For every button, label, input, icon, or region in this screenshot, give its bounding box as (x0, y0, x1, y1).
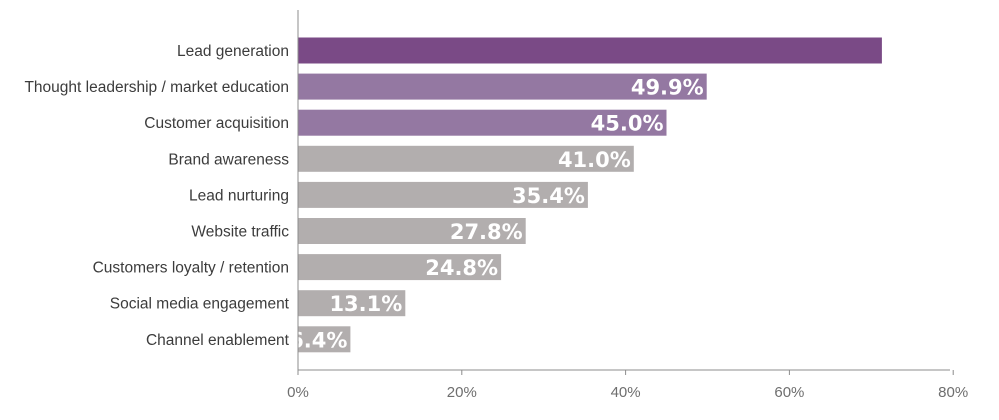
category-label: Channel enablement (146, 332, 290, 349)
category-label: Customer acquisition (144, 115, 289, 132)
category-label: Lead generation (177, 43, 289, 60)
x-ticks-group: 0% 20% 40% 60% 80% (287, 370, 968, 401)
value-label: 24.8% (425, 256, 498, 280)
value-label: 41.0% (558, 148, 631, 172)
value-label: 45.0% (591, 112, 664, 136)
category-label: Social media engagement (110, 296, 290, 313)
bar (298, 181, 588, 208)
bar (298, 290, 406, 317)
bars-group: 71.3% 49.9% 45.0% 41.0% 35.4% 27.8% 24.8% 13.1%… (289, 35, 998, 353)
value-label: 49.9% (631, 76, 704, 100)
category-labels-group: Lead generation Thought leadership / mark… (24, 43, 289, 349)
category-label: Brand awareness (168, 151, 289, 168)
value-label: 6.4% (289, 328, 347, 352)
x-tick-label: 80% (938, 384, 968, 401)
category-label: Thought leadership / market education (24, 79, 289, 96)
category-label: Lead nurturing (189, 187, 289, 204)
bar (298, 73, 707, 100)
bar (298, 326, 351, 353)
x-tick-label: 60% (774, 384, 804, 401)
x-tick-label: 0% (287, 384, 309, 401)
axes-group (297, 10, 950, 371)
bar (298, 254, 502, 281)
value-label: 35.4% (512, 184, 585, 208)
category-label: Website traffic (191, 224, 289, 241)
bar (298, 218, 526, 244)
bar (298, 109, 667, 136)
x-tick-label: 40% (611, 384, 641, 401)
bar (298, 37, 882, 64)
value-label: 13.1% (329, 292, 402, 316)
category-label: Customers loyalty / retention (93, 260, 289, 277)
value-label: 71.3% (894, 35, 998, 70)
value-label: 27.8% (450, 220, 523, 244)
x-tick-label: 20% (447, 384, 477, 401)
bar (298, 145, 634, 172)
